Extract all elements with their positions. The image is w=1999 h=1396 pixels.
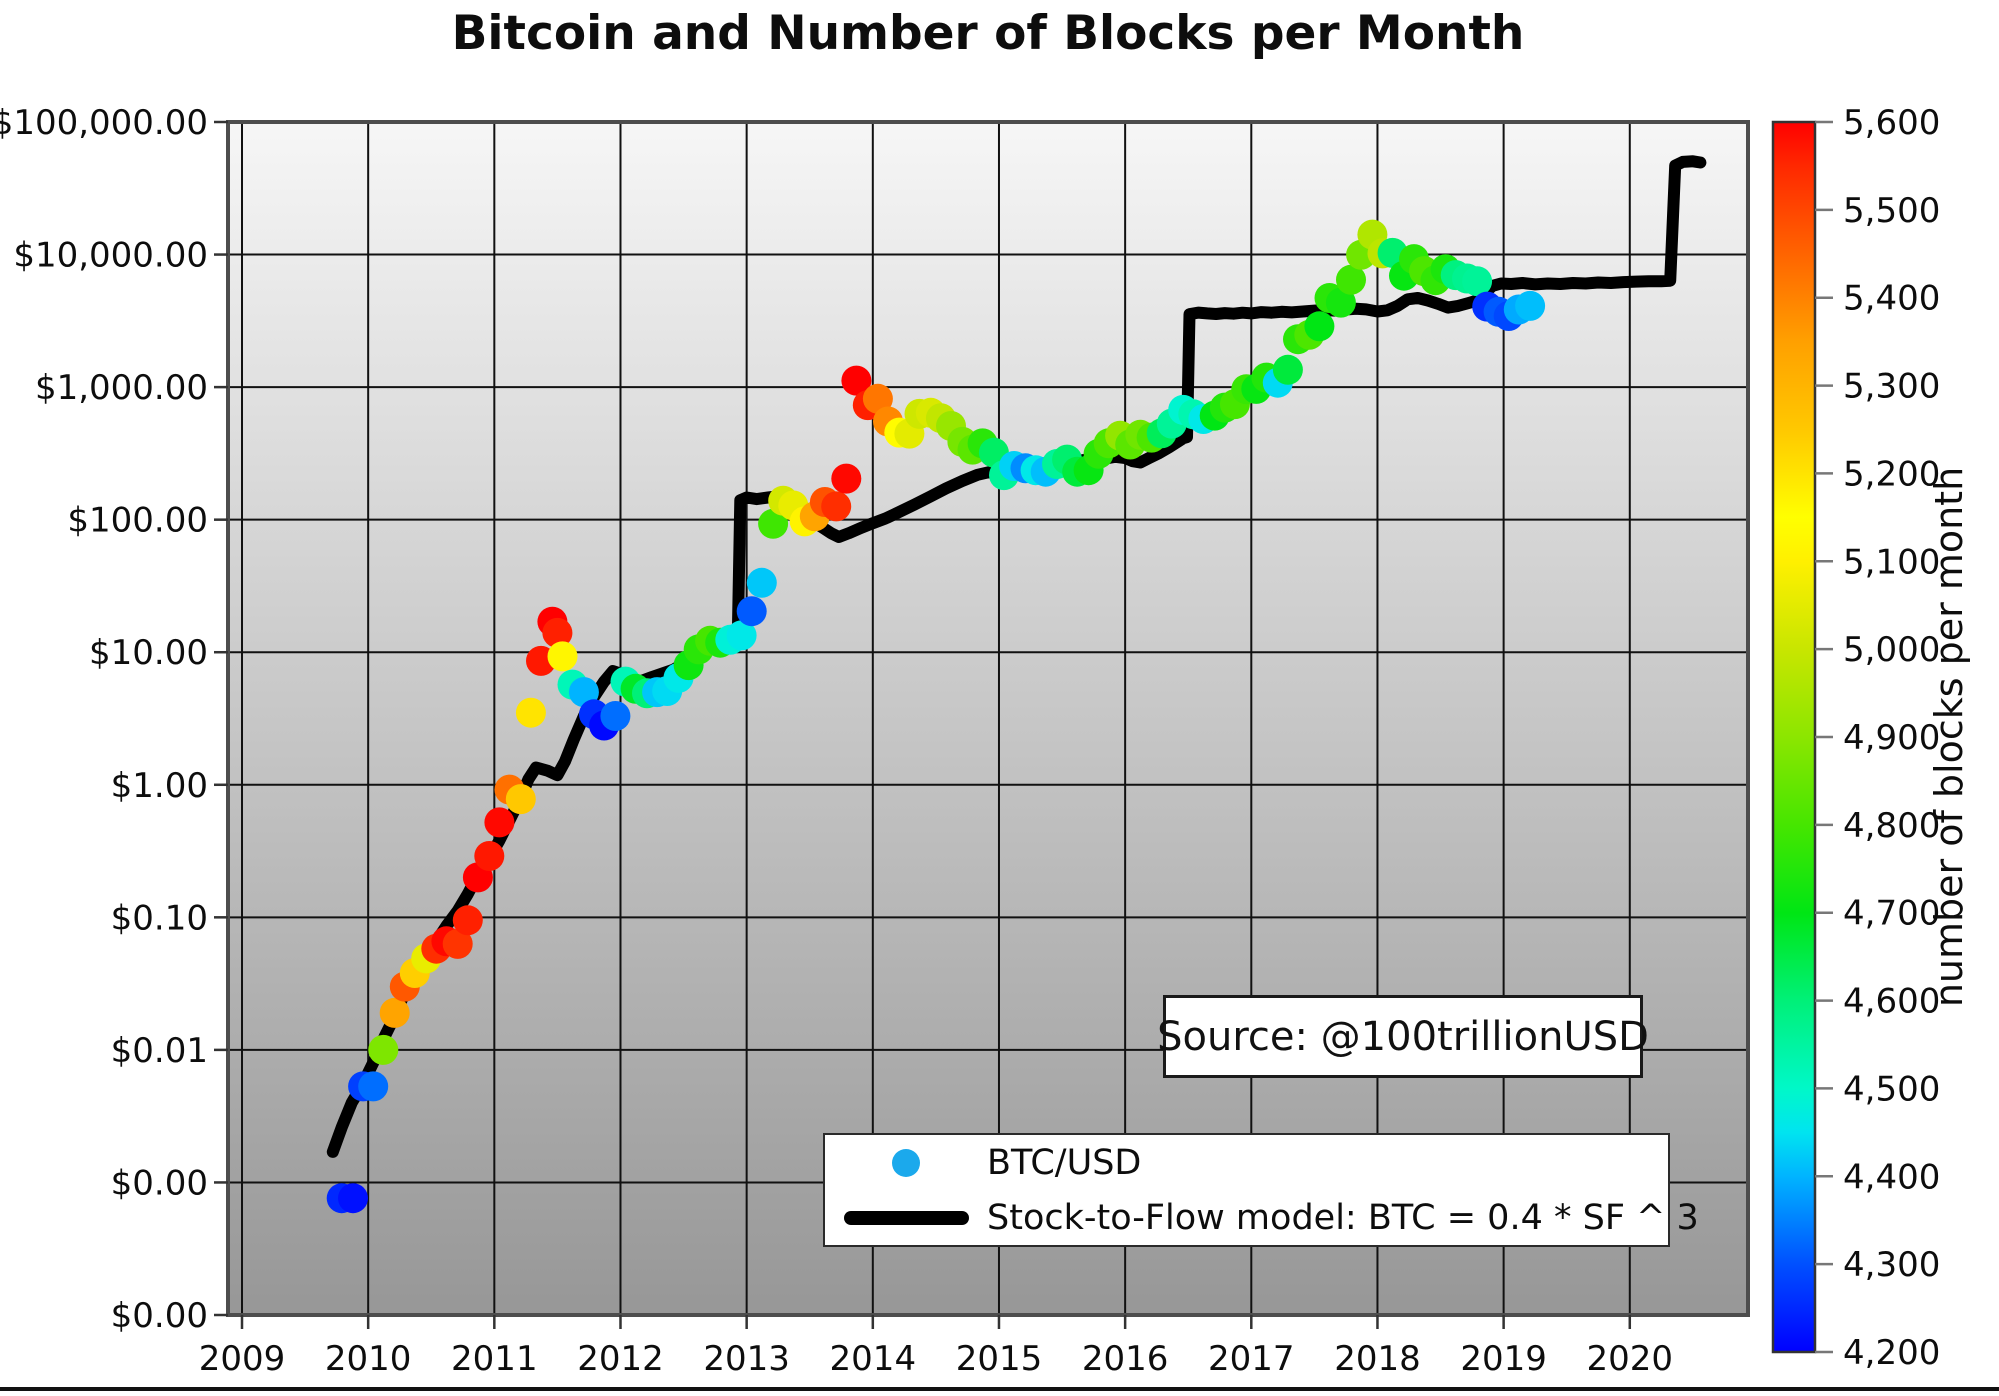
scatter-point (505, 784, 536, 815)
legend-label-btc-usd: BTC/USD (987, 1142, 1142, 1183)
x-tick-label: 2015 (956, 1339, 1043, 1379)
x-tick-label: 2017 (1208, 1339, 1295, 1379)
scatter-point (338, 1183, 368, 1214)
colorbar-gradient (1773, 122, 1815, 1352)
colorbar-axis-label: number of blocks per month (1927, 467, 1971, 1007)
plot-border (226, 120, 1750, 1317)
x-tick-label: 2013 (703, 1339, 790, 1379)
colorbar-tick-label: 4,200 (1843, 1333, 1940, 1373)
scatter-point (726, 620, 757, 651)
scatter-point (1462, 266, 1493, 297)
x-tick-label: 2019 (1460, 1339, 1547, 1379)
colorbar-tick-label: 5,500 (1843, 191, 1940, 231)
x-tick-label: 2011 (451, 1339, 538, 1379)
x-tick-label: 2016 (1082, 1339, 1169, 1379)
x-tick-label: 2009 (199, 1339, 286, 1379)
source-annotation-box: Source: @100trillionUSD (1157, 995, 1649, 1078)
x-tick-label: 2018 (1334, 1339, 1421, 1379)
colorbar-tick-label: 4,400 (1843, 1157, 1940, 1197)
scatter-point (758, 508, 789, 539)
colorbar-tick-label: 4,600 (1843, 982, 1940, 1022)
figure-bottom-rule (0, 1387, 1999, 1391)
scatter-point (442, 928, 473, 959)
x-tick-label: 2014 (830, 1339, 917, 1379)
colorbar-tick-label: 4,900 (1843, 718, 1940, 758)
scatter-point (452, 905, 483, 936)
scatter-point (542, 617, 573, 648)
legend-label-s2f-model: Stock-to-Flow model: BTC = 0.4 * SF ^ 3 (987, 1197, 1699, 1238)
y-tick-label: $10,000.00 (13, 236, 208, 276)
legend-item-s2f-model: Stock-to-Flow model: BTC = 0.4 * SF ^ 3 (825, 1190, 1699, 1245)
scatter-point (1336, 264, 1366, 295)
y-tick-label: $1.00 (111, 766, 208, 806)
scatter-point (746, 567, 777, 598)
y-tick-label: $100,000.00 (0, 103, 208, 143)
scatter-marker-icon (892, 1148, 920, 1177)
y-tick-label: $100.00 (67, 501, 208, 541)
y-tick-label: $0.00 (111, 1163, 208, 1203)
colorbar-tick-label: 5,400 (1843, 279, 1940, 319)
colorbar-tick-label: 4,300 (1843, 1245, 1940, 1285)
scatter-point (1272, 354, 1303, 385)
legend: BTC/USD Stock-to-Flow model: BTC = 0.4 *… (823, 1133, 1699, 1247)
x-tick-label: 2020 (1587, 1339, 1674, 1379)
scatter-point (484, 807, 515, 838)
legend-item-btc-usd: BTC/USD (825, 1135, 1668, 1190)
colorbar-tick-label: 4,800 (1843, 806, 1940, 846)
colorbar-tick-label: 5,600 (1843, 103, 1940, 143)
scatter-point (547, 641, 578, 672)
scatter-point (1304, 311, 1335, 342)
scatter-point (600, 701, 631, 731)
source-text: Source: @100trillionUSD (1157, 1013, 1649, 1060)
colorbar-tick-label: 4,500 (1843, 1069, 1940, 1109)
scatter-point (1515, 290, 1546, 321)
scatter-point (515, 697, 546, 728)
scatter-point (821, 491, 852, 522)
colorbar-tick-label: 5,300 (1843, 367, 1940, 407)
y-tick-label: $0.10 (111, 898, 208, 938)
scatter-point (358, 1071, 389, 1102)
y-tick-label: $1,000.00 (35, 368, 208, 408)
scatter-point (1325, 287, 1356, 318)
colorbar-tick-label: 5,100 (1843, 542, 1940, 582)
line-marker-icon (843, 1210, 969, 1225)
scatter-point (736, 596, 767, 627)
x-tick-label: 2010 (325, 1339, 412, 1379)
y-tick-label: $0.01 (111, 1031, 208, 1071)
colorbar-tick-label: 5,200 (1843, 454, 1940, 494)
scatter-point (862, 383, 893, 414)
scatter-point (379, 997, 410, 1028)
colorbar-tick-label: 5,000 (1843, 630, 1940, 670)
colorbar-tick-label: 4,700 (1843, 894, 1940, 934)
scatter-point (841, 365, 872, 396)
scatter-point (368, 1034, 399, 1065)
chart-title: Bitcoin and Number of Blocks per Month (451, 6, 1525, 61)
y-tick-label: $10.00 (89, 633, 208, 673)
y-tick-label: $0.00 (111, 1296, 208, 1336)
scatter-point (474, 841, 505, 871)
scatter-point (831, 463, 862, 494)
x-tick-label: 2012 (577, 1339, 664, 1379)
